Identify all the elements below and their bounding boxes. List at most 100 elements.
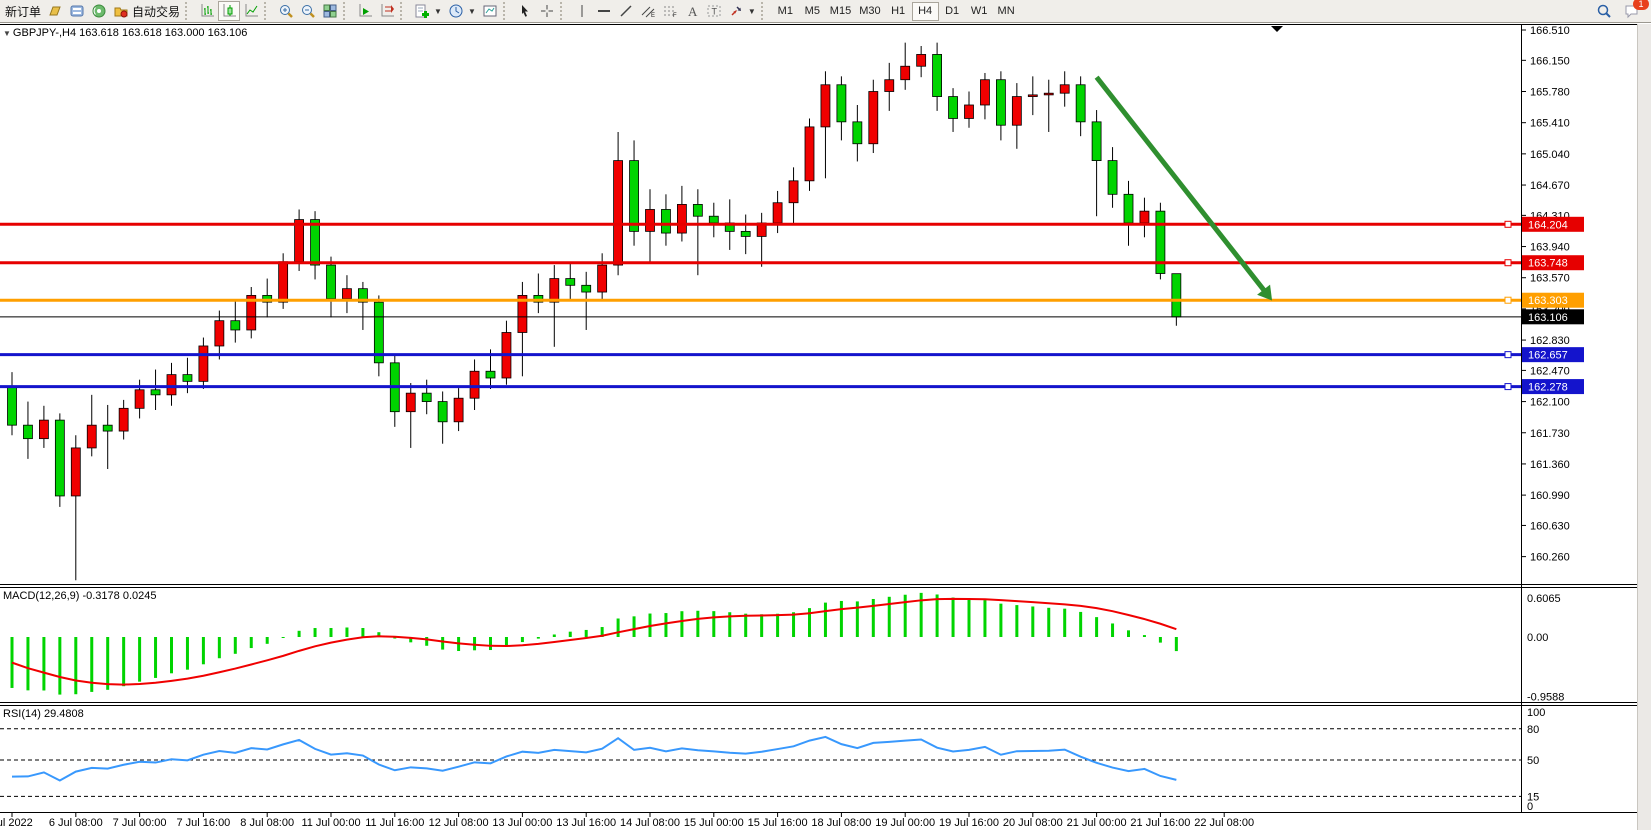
timeframe-mn-button[interactable]: MN: [993, 2, 1020, 21]
vertical-line-icon: [574, 3, 590, 19]
svg-text:-0.9588: -0.9588: [1527, 692, 1564, 704]
crosshair-button[interactable]: [536, 1, 558, 21]
signals-button[interactable]: [88, 1, 110, 21]
price-line-label: 162.657: [1528, 350, 1568, 362]
line-chart-icon: [243, 3, 259, 19]
svg-text:0.00: 0.00: [1527, 632, 1548, 644]
chart-symbol-label: ▼ GBPJPY-,H4 163.618 163.618 163.000 163.…: [3, 27, 248, 39]
zoom-out-button[interactable]: [297, 1, 319, 21]
chat-button[interactable]: 1: [1621, 0, 1649, 21]
timeframe-m1-button[interactable]: M1: [772, 2, 799, 21]
timeframe-m30-button[interactable]: M30: [855, 2, 884, 21]
autotrading-button[interactable]: 自动交易: [110, 1, 183, 21]
text-icon: A: [684, 3, 700, 19]
fibonacci-icon: F: [662, 3, 678, 19]
horizontal-line-button[interactable]: [593, 1, 615, 21]
timeframe-h4-button[interactable]: H4: [911, 1, 939, 21]
svg-text:0: 0: [1527, 801, 1533, 813]
vertical-line-button[interactable]: [571, 1, 593, 21]
templates-button[interactable]: [479, 1, 501, 21]
search-button[interactable]: [1593, 1, 1615, 21]
svg-text:19 Jul 00:00: 19 Jul 00:00: [875, 817, 935, 829]
crosshair-icon: [539, 3, 555, 19]
text-label-button[interactable]: T: [703, 1, 725, 21]
price-line-label: 164.204: [1528, 219, 1568, 231]
svg-text:160.990: 160.990: [1530, 490, 1570, 502]
chart-shift-marker[interactable]: [1271, 26, 1283, 32]
svg-text:164.670: 164.670: [1530, 180, 1570, 192]
svg-text:80: 80: [1527, 724, 1539, 736]
cursor-button[interactable]: [514, 1, 536, 21]
svg-text:50: 50: [1527, 755, 1539, 767]
timeframe-d1-button[interactable]: D1: [939, 2, 966, 21]
horizontal-line-icon: [596, 3, 612, 19]
timeframe-h1-button[interactable]: H1: [885, 2, 912, 21]
trend-arrow-annotation[interactable]: [1094, 75, 1273, 301]
line-chart-button[interactable]: [240, 1, 262, 21]
tile-windows-button[interactable]: [319, 1, 341, 21]
svg-text:165.780: 165.780: [1530, 87, 1570, 99]
zoom-in-icon: [278, 3, 294, 19]
svg-text:161.360: 161.360: [1530, 459, 1570, 471]
svg-text:163.570: 163.570: [1530, 273, 1570, 285]
zoom-out-icon: [300, 3, 316, 19]
svg-text:160.260: 160.260: [1530, 552, 1570, 564]
horizontal-level-line[interactable]: 163.748: [0, 255, 1584, 271]
price-line-label: 162.278: [1528, 382, 1568, 394]
candlestick-chart-button[interactable]: [218, 1, 241, 21]
chart-shift-button[interactable]: [376, 1, 398, 21]
svg-text:Jul 2022: Jul 2022: [0, 817, 33, 829]
svg-text:11 Jul 00:00: 11 Jul 00:00: [301, 817, 360, 829]
svg-text:165.410: 165.410: [1530, 118, 1570, 130]
trendline-button[interactable]: [615, 1, 637, 21]
svg-text:T: T: [711, 7, 717, 17]
svg-text:E: E: [651, 13, 655, 19]
svg-text:20 Jul 08:00: 20 Jul 08:00: [1003, 817, 1063, 829]
svg-text:14 Jul 08:00: 14 Jul 08:00: [620, 817, 680, 829]
svg-text:15 Jul 00:00: 15 Jul 00:00: [684, 817, 744, 829]
horizontal-level-line[interactable]: 162.657: [0, 347, 1584, 363]
svg-text:162.470: 162.470: [1530, 365, 1570, 377]
bar-chart-icon: [199, 3, 215, 19]
tile-windows-icon: [322, 3, 338, 19]
macd-signal-line: [11, 597, 1177, 686]
timeframe-m15-button[interactable]: M15: [826, 2, 855, 21]
timeframe-m5-button[interactable]: M5: [799, 2, 826, 21]
svg-text:18 Jul 08:00: 18 Jul 08:00: [811, 817, 871, 829]
toolbar-separator: [264, 2, 273, 20]
new-order-button[interactable]: 新订单: [2, 1, 44, 21]
horizontal-level-line[interactable]: 164.204: [0, 216, 1584, 232]
text-button[interactable]: A: [681, 1, 703, 21]
fibonacci-button[interactable]: F: [659, 1, 681, 21]
equidistant-channel-button[interactable]: E: [637, 1, 659, 21]
price-line-label: 163.748: [1528, 258, 1568, 270]
current-price[interactable]: 163.106: [0, 309, 1584, 325]
bar-chart-button[interactable]: [196, 1, 218, 21]
arrows-button[interactable]: ▼: [725, 1, 759, 21]
price-axis: 166.510 166.150 165.780 165.410 165.040 164.6…: [1521, 25, 1570, 564]
svg-text:13 Jul 16:00: 13 Jul 16:00: [556, 817, 616, 829]
toolbar-separator: [502, 2, 512, 20]
macd-indicator-label: MACD(12,26,9) -0.3178 0.0245: [3, 590, 157, 602]
chevron-down-icon: ▼: [434, 6, 442, 16]
zoom-in-button[interactable]: [275, 1, 297, 21]
auto-scroll-button[interactable]: [354, 1, 376, 21]
arrows-icon: [728, 3, 744, 19]
periods-button[interactable]: ▼: [445, 1, 479, 21]
trendline-icon: [618, 3, 634, 19]
svg-text:22 Jul 08:00: 22 Jul 08:00: [1194, 817, 1254, 829]
svg-text:0.6065: 0.6065: [1527, 593, 1561, 605]
window-right-strip: [1637, 24, 1651, 830]
search-icon: [1596, 3, 1612, 19]
market-watch-button[interactable]: [44, 1, 66, 21]
svg-text:21 Jul 00:00: 21 Jul 00:00: [1067, 817, 1127, 829]
toolbar-separator: [760, 2, 770, 20]
horizontal-level-line[interactable]: 162.278: [0, 379, 1584, 395]
new-order-label: 新订单: [5, 4, 42, 19]
indicators-button[interactable]: ▼: [411, 1, 445, 21]
horizontal-level-line[interactable]: 163.303: [0, 292, 1584, 308]
svg-text:8 Jul 08:00: 8 Jul 08:00: [240, 817, 294, 829]
timeframe-w1-button[interactable]: W1: [966, 2, 993, 21]
data-window-button[interactable]: [66, 1, 88, 21]
